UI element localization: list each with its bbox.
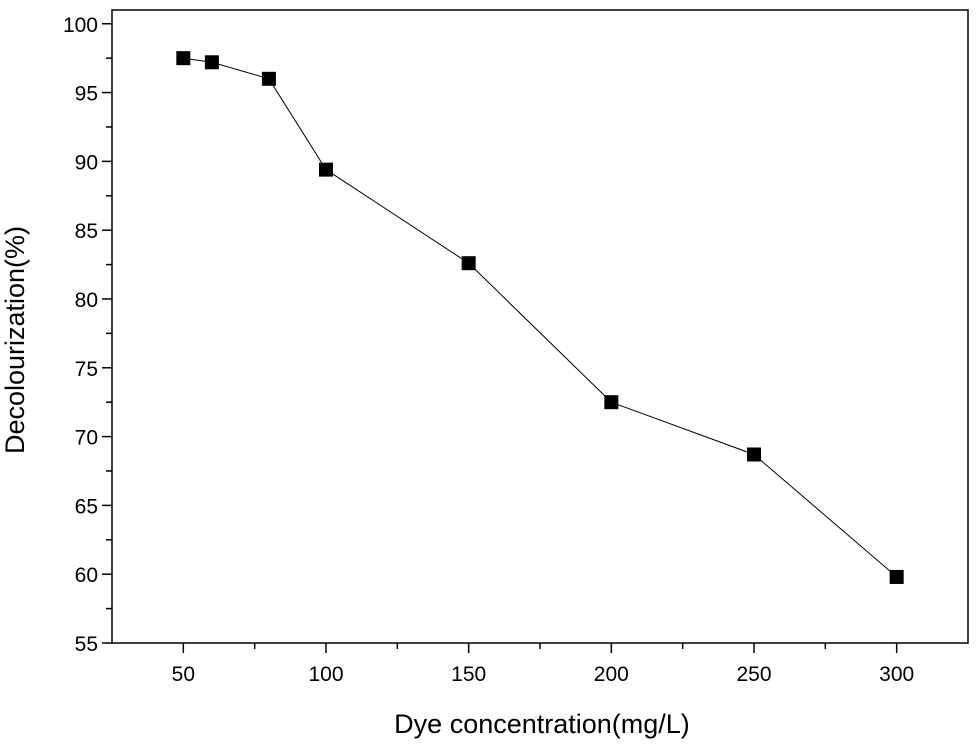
axes xyxy=(111,9,969,644)
y-tick-label: 85 xyxy=(75,220,98,243)
series-lines xyxy=(183,57,898,578)
data-point-marker xyxy=(261,71,276,86)
data-point-marker xyxy=(604,395,619,410)
series-line xyxy=(183,57,898,578)
series-markers xyxy=(176,51,904,584)
data-point-marker xyxy=(747,447,761,462)
x-tick-label: 100 xyxy=(308,663,343,686)
data-point-marker xyxy=(889,569,904,584)
y-tick-label: 60 xyxy=(75,564,98,587)
x-tick-label: 250 xyxy=(736,663,771,686)
y-axis-title: Decolourization(%) xyxy=(0,226,30,454)
x-tick-label: 50 xyxy=(172,663,195,686)
y-tick-label: 75 xyxy=(75,358,98,381)
data-point-marker xyxy=(204,55,219,70)
x-tick-label: 300 xyxy=(879,663,914,686)
data-point-marker xyxy=(319,162,333,177)
data-point-marker xyxy=(461,256,476,271)
y-tick-label: 100 xyxy=(63,14,98,37)
x-tick-label: 200 xyxy=(594,663,629,686)
x-tick-label: 150 xyxy=(451,663,486,686)
data-point-marker xyxy=(176,51,191,66)
plot-frame xyxy=(111,9,969,644)
y-tick-label: 80 xyxy=(75,289,98,312)
x-axis-title: Dye concentration(mg/L) xyxy=(394,709,690,739)
y-tick-label: 65 xyxy=(75,495,98,518)
y-tick-label: 90 xyxy=(75,151,98,174)
ticks: 50 100 150 200 250 300 55 60 65 70 75 80 85 90 95 100 xyxy=(63,14,914,686)
y-tick-label: 55 xyxy=(75,633,98,656)
y-tick-label: 70 xyxy=(75,427,98,450)
y-tick-label: 95 xyxy=(75,83,98,106)
